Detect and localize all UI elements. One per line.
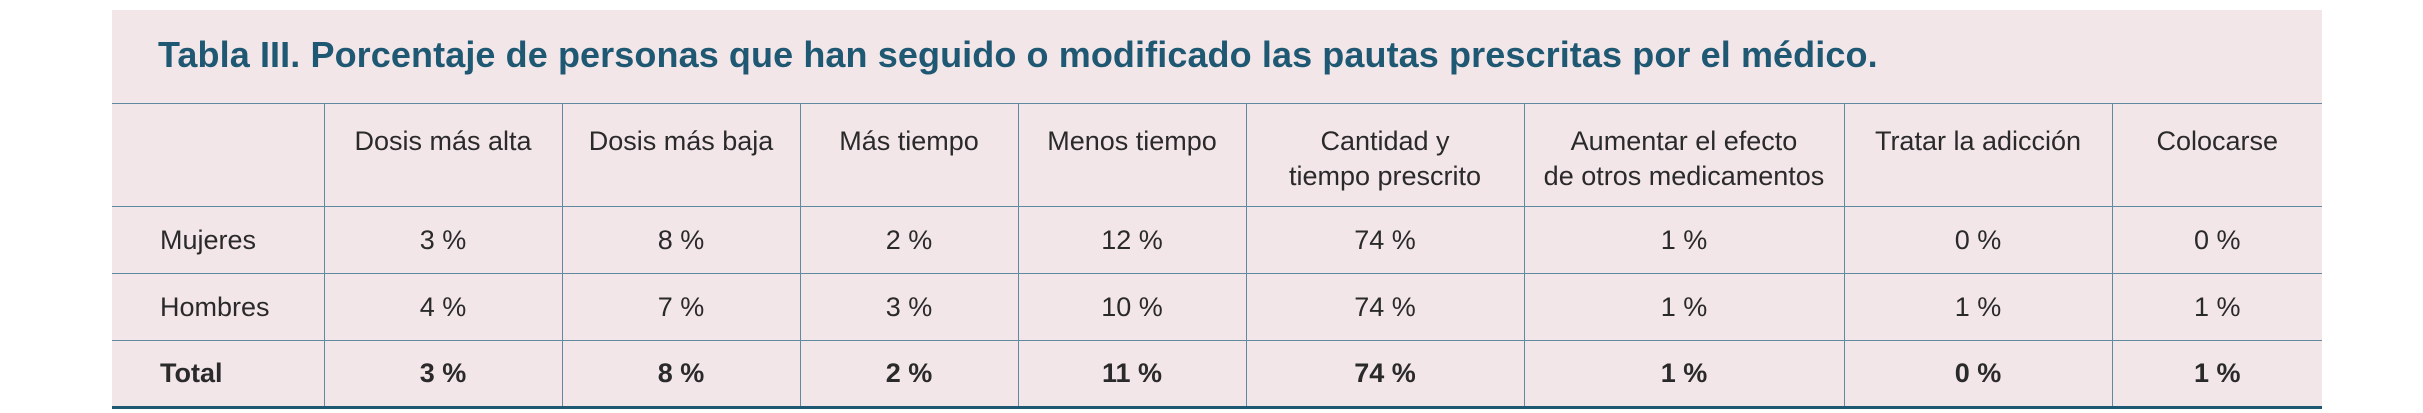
header-row: Dosis más alta Dosis más baja Más tiempo… — [112, 103, 2322, 207]
header-cell-empty — [112, 104, 324, 207]
table-cell: 0 % — [1843, 340, 2112, 408]
table-cell: 0 % — [2111, 206, 2322, 274]
table-cell: 1 % — [1523, 340, 1844, 408]
header-colocarse: Colocarse — [2111, 103, 2322, 207]
header-dosis-mas-baja: Dosis más baja — [561, 103, 800, 207]
table-row-mujeres: Mujeres 3 % 8 % 2 % 12 % 74 % 1 % 0 % 0 … — [112, 206, 2322, 274]
table-cell: 3 % — [323, 206, 562, 274]
table-cell: 11 % — [1017, 340, 1246, 408]
header-mas-tiempo: Más tiempo — [799, 103, 1018, 207]
data-table: Dosis más alta Dosis más baja Más tiempo… — [112, 103, 2322, 409]
header-tratar-adiccion: Tratar la adicción — [1843, 103, 2112, 207]
table-cell: 8 % — [561, 340, 800, 408]
table-cell: 3 % — [323, 340, 562, 408]
table-cell: 0 % — [1843, 206, 2112, 274]
table-cell: 1 % — [2111, 273, 2322, 341]
table-panel: Tabla III. Porcentaje de personas que ha… — [112, 10, 2322, 408]
table-cell: 74 % — [1245, 273, 1524, 341]
row-label: Total — [160, 358, 223, 388]
table-cell: 1 % — [1523, 206, 1844, 274]
table-cell: 7 % — [561, 273, 800, 341]
row-label: Mujeres — [160, 224, 257, 255]
table-cell: 1 % — [2111, 340, 2322, 408]
header-dosis-mas-alta: Dosis más alta — [323, 103, 562, 207]
table-cell: 8 % — [561, 206, 800, 274]
table-row-hombres: Hombres 4 % 7 % 3 % 10 % 74 % 1 % 1 % 1 … — [112, 273, 2322, 341]
header-aumentar-efecto: Aumentar el efecto de otros medicamentos — [1523, 103, 1844, 207]
table-cell: 2 % — [799, 206, 1018, 274]
table-cell: 2 % — [799, 340, 1018, 408]
table-cell: 10 % — [1017, 273, 1246, 341]
table-cell: 12 % — [1017, 206, 1246, 274]
table-cell: 1 % — [1523, 273, 1844, 341]
row-label: Hombres — [160, 291, 270, 322]
table-row-total: Total 3 % 8 % 2 % 11 % 74 % 1 % 0 % 1 % — [112, 340, 2322, 408]
table-cell: 74 % — [1245, 340, 1524, 408]
header-menos-tiempo: Menos tiempo — [1017, 103, 1246, 207]
header-cantidad-tiempo-prescrito: Cantidad y tiempo prescrito — [1245, 103, 1524, 207]
table-cell: 3 % — [799, 273, 1018, 341]
table-cell: 4 % — [323, 273, 562, 341]
table-cell: 1 % — [1843, 273, 2112, 341]
table-title: Tabla III. Porcentaje de personas que ha… — [158, 34, 1878, 75]
table-cell: 74 % — [1245, 206, 1524, 274]
